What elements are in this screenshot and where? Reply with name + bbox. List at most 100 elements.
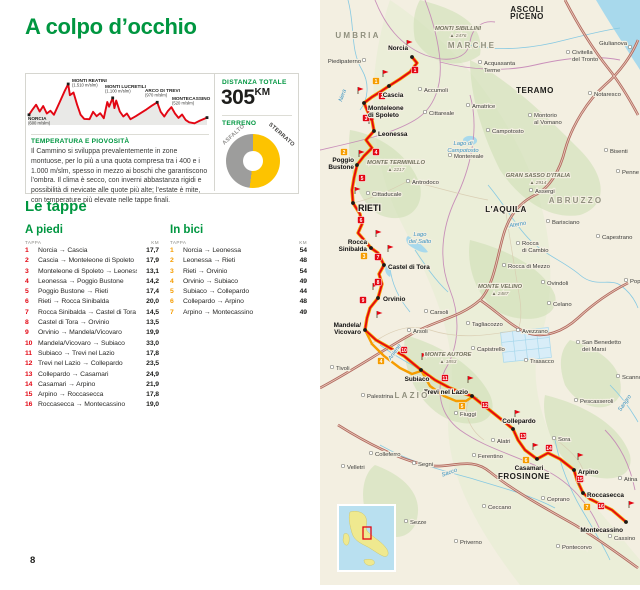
rt: Subiaco (405, 376, 430, 383)
town-dot (540, 495, 546, 501)
stage-number: 6 (25, 298, 29, 306)
stage-row: 16 Roccasecca → Montecassino 19,0 (25, 401, 159, 411)
route-town-dot (363, 328, 367, 332)
town-dot (417, 86, 423, 92)
stage-flag-icon (359, 150, 365, 154)
stage-route: Roccasecca → Montecassino (38, 401, 126, 409)
town: Antrodoco (412, 180, 440, 186)
left-page-panel: A colpo d’occhio NORCIA (600 m/slm) MONTI … (0, 0, 320, 585)
walk-stage-marker-number: 9 (362, 298, 365, 304)
route-town-dot (362, 101, 366, 105)
town: Civitella del Tronto (572, 50, 599, 63)
walking-table-header: TAPPA KM (25, 240, 159, 245)
town-dot (523, 357, 529, 363)
walk-stage-marker-number: 12 (482, 403, 488, 409)
stage-route: Casamari → Arpino (38, 380, 96, 388)
stage-route: Leonessa → Poggio Bustone (38, 277, 124, 285)
overview-infobox: NORCIA (600 m/slm) MONTI REATINI (1.510 m/s… (25, 73, 299, 204)
stage-row: 9 Orvinio → Mandela/Vicovaro 19,9 (25, 329, 159, 339)
town-dot (453, 538, 459, 544)
col-km: KM (299, 240, 307, 245)
stage-row: 8 Castel di Tora → Orvinio 13,5 (25, 319, 159, 329)
stage-number: 7 (25, 308, 29, 316)
town: Montereale (454, 154, 484, 160)
town-dot (617, 475, 623, 481)
stage-km: 49 (299, 277, 307, 285)
walk-stage-marker (576, 475, 584, 483)
stage-row: 1 Norcia → Cascia 17,7 (25, 247, 159, 257)
water: Lago di Campotosto (447, 141, 479, 154)
stage-route: Cascia → Monteleone di Spoleto (38, 257, 134, 265)
stage-km: 23,5 (146, 360, 159, 368)
city: TERAMO (516, 86, 554, 95)
walk-stage-marker (359, 296, 367, 304)
water: Aterno (508, 220, 528, 229)
map-relief (349, 0, 640, 585)
stage-number: 14 (25, 380, 33, 388)
walk-stage-marker (358, 174, 366, 182)
stage-flag-icon (533, 443, 539, 447)
elevation-landmark-sublabel: (970 m/slm) (145, 93, 168, 98)
walk-stage-marker-number: 16 (598, 504, 604, 510)
town-dot (555, 543, 561, 549)
town: Tagliacozzo (472, 322, 504, 328)
town: Sora (558, 437, 571, 443)
stage-number: 16 (25, 401, 33, 409)
stage-flag-icon (629, 501, 635, 505)
stage-km: 49 (299, 308, 307, 316)
rt: Castel di Tora (388, 264, 430, 271)
stage-route: Collepardo → Casamari (38, 370, 109, 378)
stage-route: Norcia → Leonessa (183, 247, 241, 254)
rt: Trevi nel Lazio (424, 389, 468, 396)
walk-stage-marker-number: 14 (546, 446, 552, 452)
rt: Norcia (388, 45, 408, 52)
stage-number: 1 (170, 247, 174, 254)
stage-flag-icon (369, 117, 375, 121)
town-dot (423, 308, 429, 314)
stage-number: 13 (25, 370, 33, 378)
stage-route: Leonessa → Rieti (183, 257, 236, 265)
town-dot (453, 410, 459, 416)
town-dot (515, 240, 521, 246)
walk-stage-marker-number: 4 (375, 150, 378, 156)
walk-stage-marker (400, 346, 408, 354)
inset-highlight-rect (362, 526, 372, 540)
walk-stage-marker (374, 253, 382, 261)
bike-route-line (363, 328, 423, 376)
city: ASCOLI PICENO (510, 5, 544, 21)
town-dot (465, 102, 471, 108)
town: Montorio al Vomano (534, 113, 563, 126)
rt: Collepardo (502, 418, 535, 425)
rt: Mandela/Vicovaro (334, 322, 362, 336)
climate-text: Il Cammino si sviluppa prevalentemente i… (31, 148, 208, 204)
elevation-landmark-dot (205, 116, 209, 119)
stage-flag-icon (377, 311, 383, 315)
stage-route: Subiaco → Collepardo (183, 288, 250, 296)
town: Velletri (347, 465, 365, 471)
town: Bisenti (610, 149, 628, 155)
rt: Poggio Bustone (328, 157, 354, 171)
stage-route: Orvinio → Mandela/Vicovaro (38, 329, 122, 337)
walk-stage-marker (374, 278, 382, 286)
stage-km: 14,2 (146, 277, 159, 285)
stage-flag-icon (468, 376, 474, 380)
rt: Orvinio (383, 296, 405, 303)
town-dot (615, 168, 621, 174)
stage-row: 10 Mandela/Vicovaro → Subiaco 33,0 (25, 340, 159, 350)
stage-km: 44 (299, 288, 307, 296)
stage-route: Subiaco → Trevi nel Lazio (38, 349, 115, 357)
town-dot (575, 339, 581, 345)
town-dot (340, 463, 346, 469)
stage-route: Poggio Bustone → Rieti (38, 288, 108, 296)
bike-stage-marker (360, 252, 368, 260)
stage-route: Mandela/Vicovaro → Subiaco (38, 339, 125, 347)
bike-stage-marker (377, 357, 385, 365)
stage-route: Monteleone di Spoleto → Leonessa (38, 267, 137, 275)
town-dot (405, 178, 411, 184)
stage-km: 17,8 (146, 391, 159, 399)
town-dot (465, 320, 471, 326)
stage-route: Norcia → Cascia (38, 247, 88, 254)
cycling-table-header: TAPPA KM (170, 240, 307, 245)
rt: Montecassino (580, 527, 623, 534)
route-town-dot (410, 55, 414, 59)
